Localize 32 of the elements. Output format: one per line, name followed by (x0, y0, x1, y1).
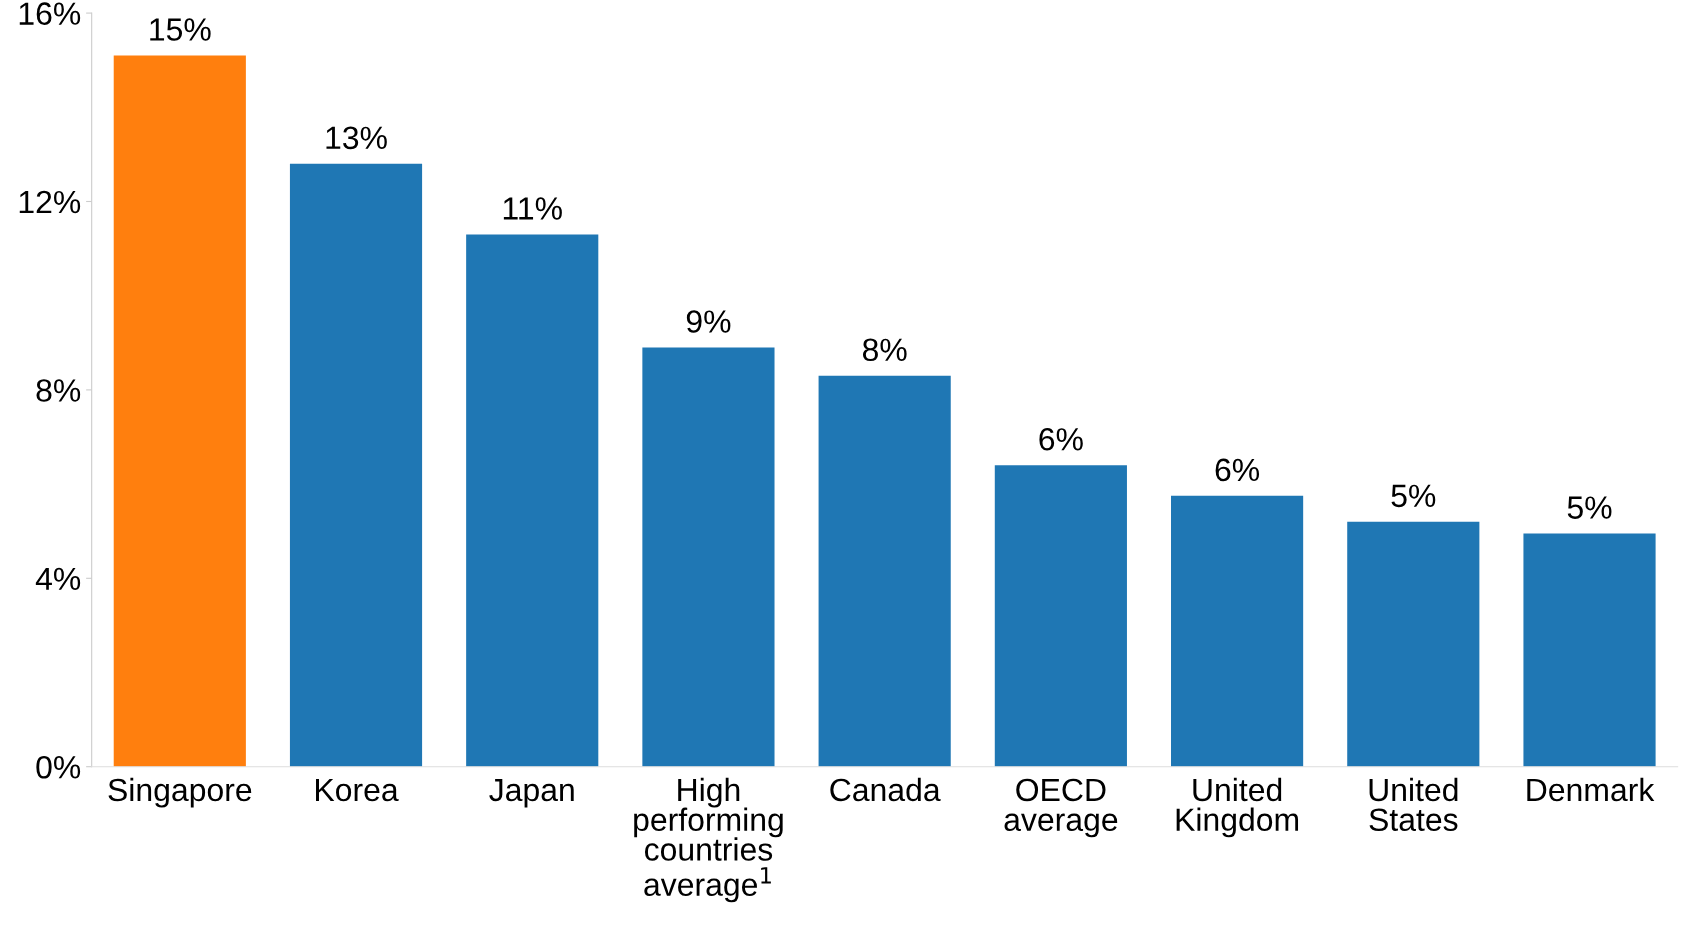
data-label: 15% (150, 18, 211, 41)
y-tick-label: 12% (19, 190, 81, 214)
bar (994, 465, 1127, 767)
y-tick-label: 8% (36, 379, 81, 402)
x-tick-label: Singapore (108, 777, 252, 808)
bar (113, 55, 246, 767)
bar (1347, 521, 1480, 767)
data-label: 6% (1215, 458, 1260, 482)
bar (642, 347, 775, 767)
x-tick-label: Japan (489, 778, 574, 808)
bar (289, 163, 423, 767)
bar (1523, 533, 1656, 767)
bar (818, 375, 951, 767)
y-tick-label: 4% (35, 567, 81, 591)
x-tick-label: High performing countries average$^{1}$ (634, 777, 783, 903)
x-tick-label: Canada (830, 777, 941, 802)
data-label: 13% (326, 126, 387, 150)
x-tick-label: Korea (316, 778, 399, 802)
data-label: 9% (686, 310, 731, 333)
x-tick-label: Denmark (1527, 777, 1655, 802)
data-label: 5% (1391, 484, 1436, 508)
y-tick-label: 0% (36, 755, 81, 779)
x-tick-label: United Kingdom (1176, 777, 1299, 838)
data-label: 6% (1039, 427, 1083, 451)
bar (466, 234, 599, 767)
data-label: 5% (1567, 496, 1612, 519)
y-tick-label: 16% (19, 2, 81, 25)
bar (1171, 495, 1304, 767)
data-label: 11% (503, 197, 562, 220)
data-label: 8% (862, 338, 907, 362)
x-tick-label: United States (1369, 777, 1458, 832)
x-tick-label: OECD average (1004, 778, 1118, 838)
